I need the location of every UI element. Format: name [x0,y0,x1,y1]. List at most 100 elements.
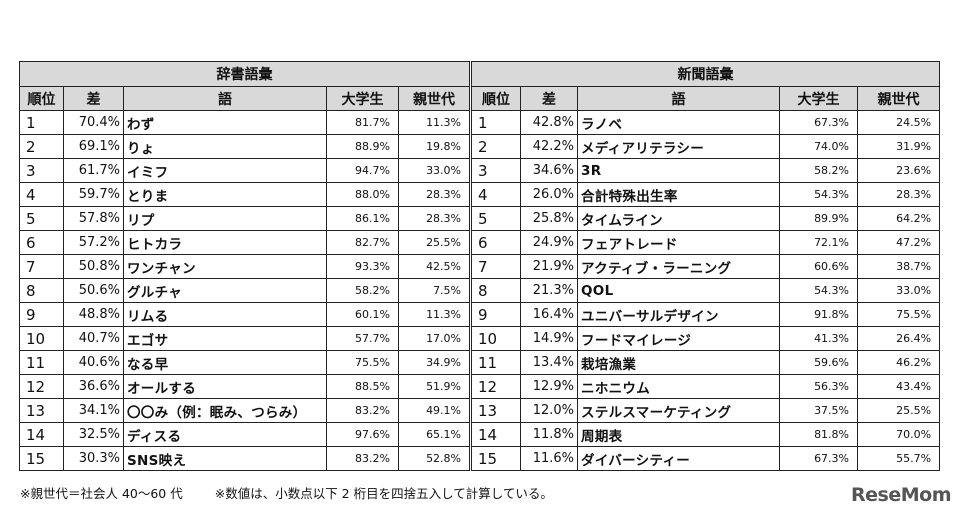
dictionary-diff-cell: 40.7% [63,326,124,351]
newspaper-parent-percent-cell: 33.0% [857,278,941,303]
dictionary-rank-cell: 3 [19,158,64,183]
newspaper-parent-percent-cell: 64.2% [857,206,941,231]
dictionary-rank-cell: 12 [19,374,64,399]
newspaper-parent-percent-cell: 26.4% [857,326,941,351]
dictionary-student-percent-cell: 97.6% [326,422,399,447]
dictionary-student-percent-cell: 88.9% [326,134,399,159]
newspaper-diff-cell: 34.6% [520,158,579,183]
newspaper-word-cell: メディアリテラシー [577,134,781,159]
newspaper-diff-cell: 12.0% [520,398,579,423]
newspaper-rank-cell: 5 [469,206,522,231]
newspaper-rank-cell: 2 [469,134,522,159]
newspaper-rank-cell: 15 [469,446,522,471]
dictionary-student-percent-cell: 88.5% [326,374,399,399]
newspaper-word-cell: タイムライン [577,206,781,231]
newspaper-parent-percent-cell: 70.0% [857,422,941,447]
dictionary-parent-percent-cell: 28.3% [397,206,472,231]
vocabulary-comparison-table-wrapper: 辞書語彙 新聞語彙 順位 差 語 大学生 親世代 順位 差 語 大学生 親世代 … [18,61,941,471]
dictionary-diff-cell: 50.6% [63,278,124,303]
dictionary-word-cell: リムる [123,302,327,327]
newspaper-parent-percent-cell: 75.5% [857,302,941,327]
newspaper-diff-cell: 16.4% [520,302,579,327]
newspaper-parent-percent-cell: 55.7% [857,446,941,471]
dictionary-rank-cell: 2 [19,134,64,159]
table-row: 8 50.6% グルチャ 58.2% 7.5% 8 21.3% QOL 54.3% 33.0% [19,278,941,303]
header-student: 大学生 [326,86,399,111]
dictionary-word-cell: リプ [123,206,327,231]
dictionary-word-cell: エゴサ [123,326,327,351]
newspaper-rank-cell: 4 [469,182,522,207]
dictionary-student-percent-cell: 94.7% [326,158,399,183]
dictionary-student-percent-cell: 81.7% [326,110,399,135]
dictionary-word-cell: ワンチャン [123,254,327,279]
dictionary-student-percent-cell: 82.7% [326,230,399,255]
dictionary-word-cell: とりま [123,182,327,207]
dictionary-student-percent-cell: 86.1% [326,206,399,231]
dictionary-rank-cell: 13 [19,398,64,423]
newspaper-student-percent-cell: 89.9% [779,206,859,231]
newspaper-word-cell: ニホニウム [577,374,781,399]
newspaper-parent-percent-cell: 24.5% [857,110,941,135]
table-row: 13 34.1% 〇〇み（例：眠み、つらみ） 83.2% 49.1% 13 12.0% ステル… [19,398,941,423]
table-row: 4 59.7% とりま 88.0% 28.3% 4 26.0% 合計特殊出生率 54.3% 28.… [19,182,941,207]
newspaper-word-cell: QOL [577,278,781,303]
dictionary-parent-percent-cell: 11.3% [397,302,472,327]
newspaper-student-percent-cell: 59.6% [779,350,859,375]
dictionary-parent-percent-cell: 17.0% [397,326,472,351]
newspaper-word-cell: アクティブ・ラーニング [577,254,781,279]
resemom-logo: ReseMom [851,484,951,506]
newspaper-parent-percent-cell: 46.2% [857,350,941,375]
newspaper-parent-percent-cell: 47.2% [857,230,941,255]
newspaper-rank-cell: 1 [469,110,522,135]
newspaper-rank-cell: 14 [469,422,522,447]
newspaper-student-percent-cell: 58.2% [779,158,859,183]
dictionary-parent-percent-cell: 34.9% [397,350,472,375]
dictionary-student-percent-cell: 60.1% [326,302,399,327]
dictionary-parent-percent-cell: 33.0% [397,158,472,183]
dictionary-diff-cell: 69.1% [63,134,124,159]
newspaper-diff-cell: 14.9% [520,326,579,351]
dictionary-diff-cell: 40.6% [63,350,124,375]
dictionary-parent-percent-cell: 52.8% [397,446,472,471]
dictionary-parent-percent-cell: 19.8% [397,134,472,159]
table-body: 1 70.4% わず 81.7% 11.3% 1 42.8% ラノベ 67.3% 24.5% 2 69… [19,110,941,471]
header-diff: 差 [520,86,579,111]
table-row: 3 61.7% イミフ 94.7% 33.0% 3 34.6% 3R 58.2% 23.6% [19,158,941,183]
table-row: 10 40.7% エゴサ 57.7% 17.0% 10 14.9% フードマイレージ 41.3%… [19,326,941,351]
newspaper-diff-cell: 21.9% [520,254,579,279]
newspaper-student-percent-cell: 72.1% [779,230,859,255]
dictionary-rank-cell: 5 [19,206,64,231]
dictionary-student-percent-cell: 93.3% [326,254,399,279]
newspaper-diff-cell: 42.8% [520,110,579,135]
dictionary-diff-cell: 34.1% [63,398,124,423]
newspaper-student-percent-cell: 56.3% [779,374,859,399]
newspaper-parent-percent-cell: 25.5% [857,398,941,423]
dictionary-word-cell: ヒトカラ [123,230,327,255]
table-row: 15 30.3% SNS映え 83.2% 52.8% 15 11.6% ダイバーシティー 67.… [19,446,941,471]
newspaper-rank-cell: 3 [469,158,522,183]
newspaper-parent-percent-cell: 23.6% [857,158,941,183]
table-row: 1 70.4% わず 81.7% 11.3% 1 42.8% ラノベ 67.3% 24.5% [19,110,941,135]
header-parent: 親世代 [397,86,472,111]
dictionary-rank-cell: 9 [19,302,64,327]
table-row: 9 48.8% リムる 60.1% 11.3% 9 16.4% ユニバーサルデザイン 91.8%… [19,302,941,327]
header-rank: 順位 [469,86,522,111]
newspaper-word-cell: 栽培漁業 [577,350,781,375]
footnote-rounding: ※数値は、小数点以下 2 桁目を四捨五入して計算している。 [214,486,553,501]
newspaper-rank-cell: 8 [469,278,522,303]
newspaper-student-percent-cell: 41.3% [779,326,859,351]
table-row: 12 36.6% オールする 88.5% 51.9% 12 12.9% ニホニウム 56.3% 4… [19,374,941,399]
dictionary-parent-percent-cell: 25.5% [397,230,472,255]
dictionary-word-cell: わず [123,110,327,135]
newspaper-rank-cell: 7 [469,254,522,279]
newspaper-word-cell: フェアトレード [577,230,781,255]
newspaper-word-cell: ラノベ [577,110,781,135]
dictionary-word-cell: りょ [123,134,327,159]
dictionary-diff-cell: 48.8% [63,302,124,327]
table-row: 14 32.5% ディスる 97.6% 65.1% 14 11.8% 周期表 81.8% 70.0… [19,422,941,447]
dictionary-rank-cell: 15 [19,446,64,471]
dictionary-word-cell: オールする [123,374,327,399]
dictionary-diff-cell: 70.4% [63,110,124,135]
newspaper-diff-cell: 42.2% [520,134,579,159]
dictionary-parent-percent-cell: 28.3% [397,182,472,207]
